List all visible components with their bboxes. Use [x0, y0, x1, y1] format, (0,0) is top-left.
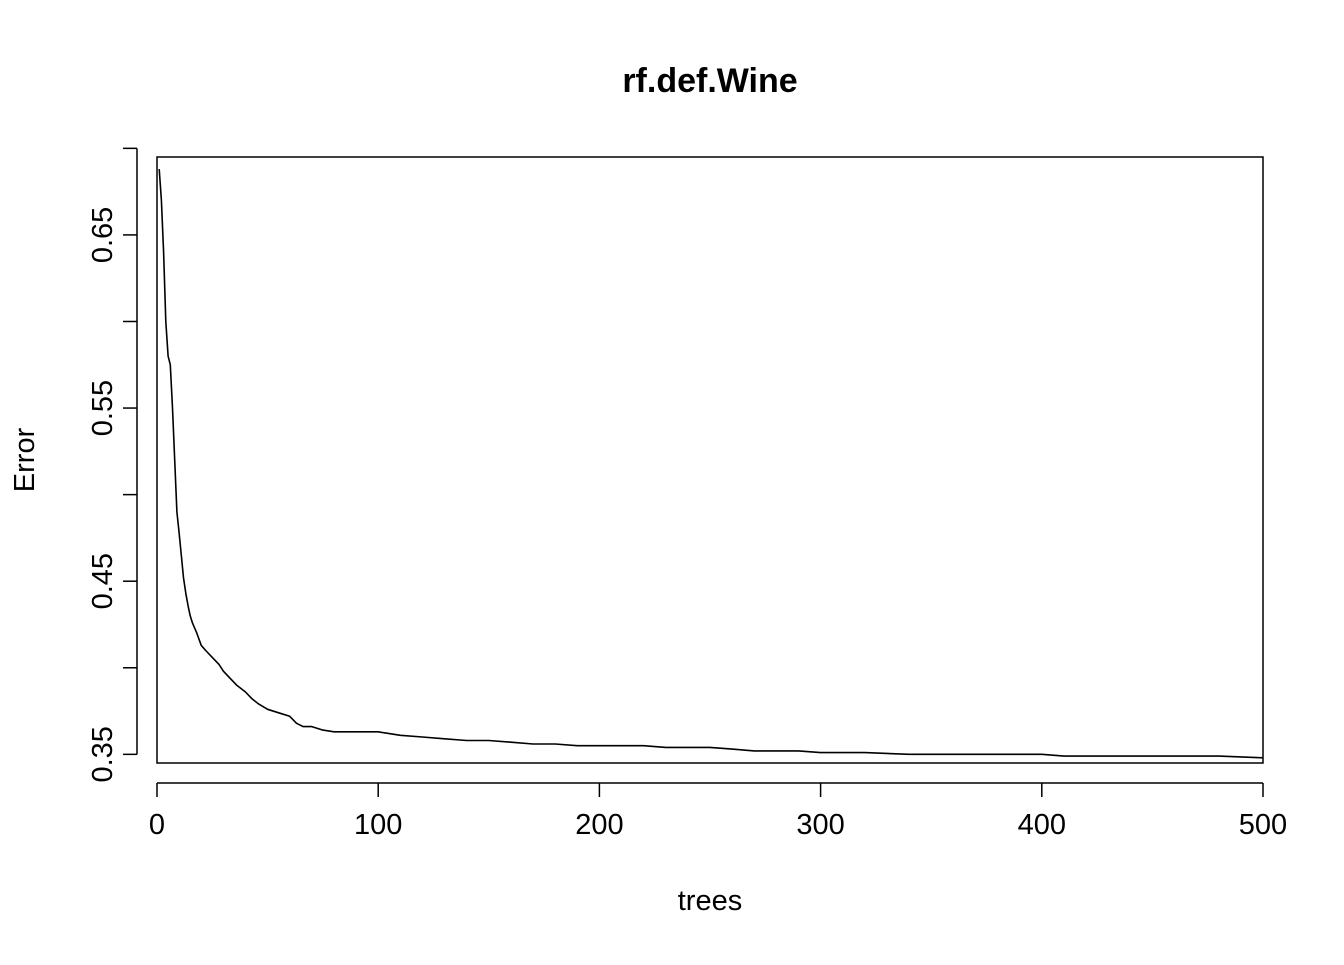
x-axis: 0 100 200 300 400 500: [149, 782, 1287, 841]
x-tick-label: 400: [1018, 809, 1066, 841]
series-layer: [158, 169, 1264, 759]
y-tick-label: 0.65: [87, 207, 119, 263]
x-tick-label: 100: [354, 809, 402, 841]
x-tick-label: 200: [575, 809, 623, 841]
y-tick-label: 0.45: [87, 553, 119, 609]
y-tick-label: 0.55: [87, 380, 119, 436]
y-axis-title: Error: [9, 427, 41, 492]
x-tick-label: 300: [796, 809, 844, 841]
y-tick-label: 0.35: [87, 726, 119, 782]
x-tick-label: 0: [149, 809, 165, 841]
chart-title: rf.def.Wine: [622, 62, 797, 100]
x-tick-label: 500: [1239, 809, 1287, 841]
plot-frame: [156, 156, 1264, 764]
series-line-0: [158, 169, 1264, 759]
x-axis-title: trees: [678, 885, 742, 917]
y-axis: 0.35 0.45 0.55 0.65: [87, 147, 138, 783]
